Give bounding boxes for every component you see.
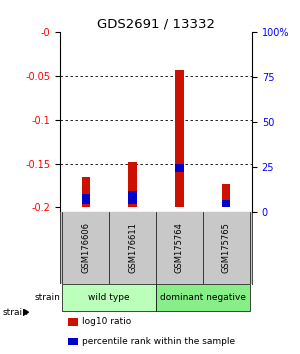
Bar bbox=[128, 162, 137, 207]
Bar bbox=[68, 318, 78, 326]
Text: GSM176611: GSM176611 bbox=[128, 222, 137, 273]
Bar bbox=[175, 70, 184, 207]
Bar bbox=[222, 200, 230, 207]
Bar bbox=[128, 191, 137, 204]
Bar bbox=[82, 194, 90, 204]
Text: GSM175765: GSM175765 bbox=[222, 222, 231, 273]
Bar bbox=[62, 284, 156, 311]
Bar bbox=[68, 338, 78, 345]
Text: dominant negative: dominant negative bbox=[160, 293, 246, 302]
Bar bbox=[175, 165, 184, 172]
Polygon shape bbox=[22, 309, 28, 316]
Text: GSM176606: GSM176606 bbox=[81, 222, 90, 273]
Bar bbox=[156, 284, 250, 311]
Text: strain: strain bbox=[3, 308, 29, 317]
Bar bbox=[222, 184, 230, 207]
Text: wild type: wild type bbox=[88, 293, 130, 302]
Text: GSM175764: GSM175764 bbox=[175, 222, 184, 273]
Title: GDS2691 / 13332: GDS2691 / 13332 bbox=[97, 18, 215, 31]
Text: percentile rank within the sample: percentile rank within the sample bbox=[82, 337, 235, 346]
Text: strain: strain bbox=[34, 293, 61, 302]
Text: log10 ratio: log10 ratio bbox=[82, 318, 131, 326]
Bar bbox=[82, 177, 90, 207]
